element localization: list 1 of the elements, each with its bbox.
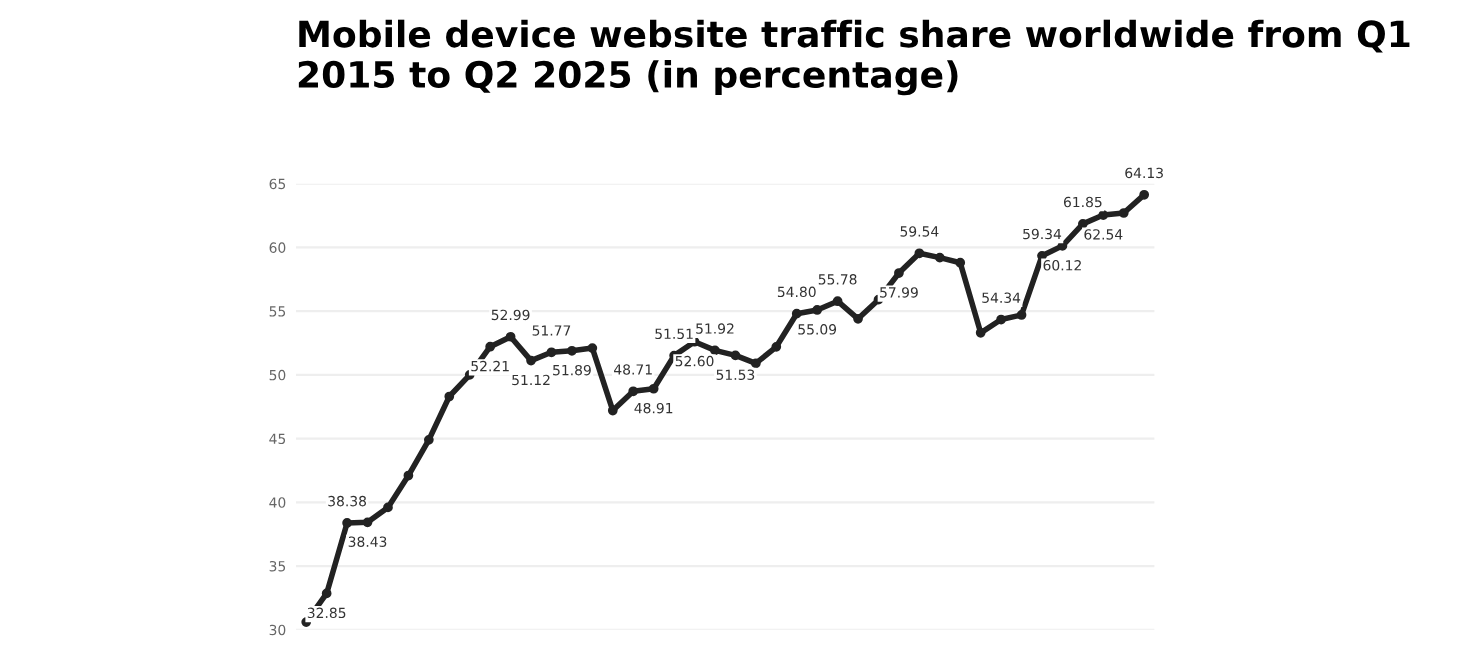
chart-title: Mobile device website traffic share worldwide from Q1 2015 to Q2 2025 (in percentage) [298, 19, 1410, 96]
